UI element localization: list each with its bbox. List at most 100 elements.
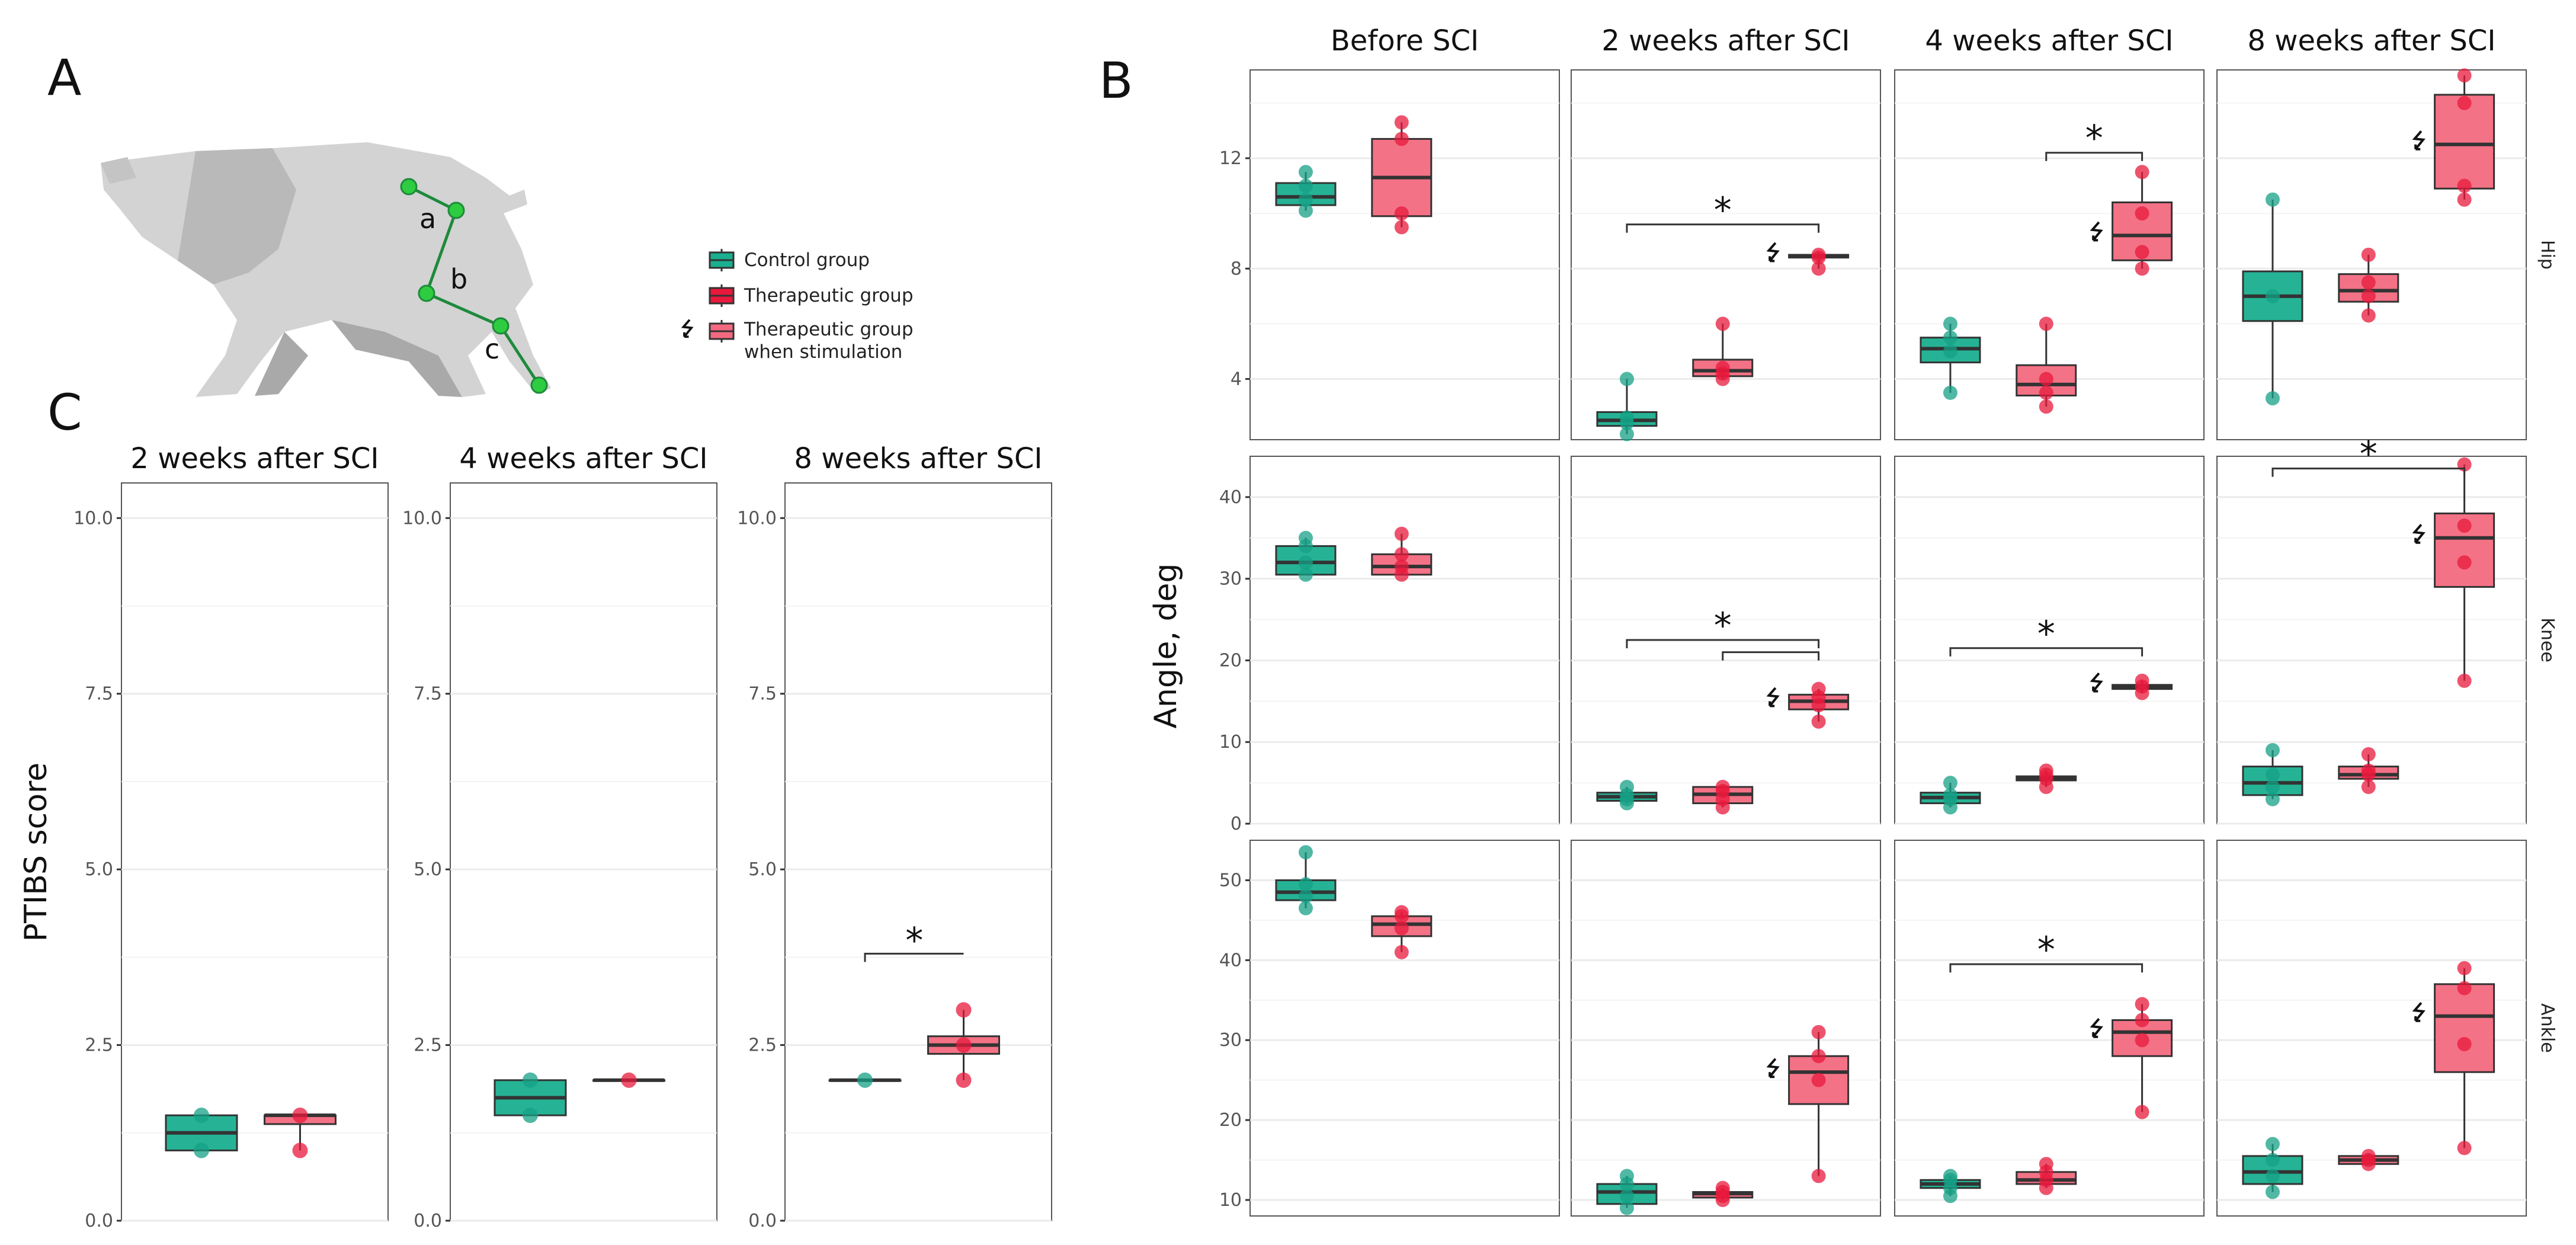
significance-bracket [1626, 223, 1820, 233]
y-tick-label: 2.5 [414, 1035, 442, 1056]
box-series [2242, 1137, 2303, 1199]
data-point [857, 1072, 873, 1088]
significance-bracket [1949, 647, 2144, 657]
data-point [1715, 1180, 1730, 1195]
y-tick-label: 20 [1219, 1110, 1242, 1131]
data-point [2457, 192, 2472, 207]
data-point [956, 1002, 972, 1018]
facet-title: 2 weeks after SCI [130, 442, 379, 475]
data-point [2361, 308, 2376, 323]
data-point [1811, 261, 1826, 276]
data-point [1298, 901, 1313, 916]
significance-star: * [2085, 118, 2103, 159]
box-series [2091, 672, 2173, 700]
box-series [1371, 526, 1433, 582]
y-tick-label: 2.5 [748, 1035, 777, 1056]
data-point [2457, 95, 2472, 110]
facet-title: 8 weeks after SCI [794, 442, 1042, 475]
joint-label-c: c [485, 333, 499, 365]
data-point [2361, 747, 2376, 761]
data-point [2361, 780, 2376, 794]
data-point [2361, 1148, 2376, 1163]
data-point [2135, 1013, 2149, 1028]
data-point [2361, 275, 2376, 290]
facet-title: Before SCI [1331, 24, 1479, 57]
data-point [2135, 673, 2149, 688]
data-point [1619, 427, 1634, 441]
box-series [165, 1108, 238, 1158]
data-point [1943, 788, 1957, 802]
facet-panel [1571, 840, 1881, 1217]
data-point [2135, 165, 2149, 180]
data-point [2039, 1157, 2053, 1172]
data-point [2039, 399, 2053, 414]
y-tick-label: 10.0 [737, 508, 777, 529]
joint-marker [492, 317, 510, 335]
facet-panel [1249, 69, 1560, 440]
data-point [1943, 385, 1957, 400]
data-point [1715, 780, 1730, 794]
box-series [2091, 997, 2173, 1119]
panel-label-a: A [47, 49, 81, 107]
data-point [2457, 555, 2472, 570]
box-series [2413, 457, 2495, 688]
significance-bracket [1722, 651, 1820, 661]
panel-frame [1249, 456, 1560, 824]
data-point [1298, 555, 1313, 570]
data-point [1943, 316, 1957, 331]
y-axis-title: Angle, deg [1148, 563, 1184, 728]
y-tick-label: 4 [1231, 369, 1242, 390]
data-point [2265, 743, 2280, 757]
data-point [2135, 1033, 2149, 1048]
significance-bracket [2271, 468, 2466, 477]
data-point [1394, 115, 1409, 130]
significance-bracket [1949, 963, 2144, 973]
data-point [2361, 763, 2376, 778]
data-point [2265, 289, 2280, 303]
y-tick-label: 30 [1219, 1030, 1242, 1051]
box-series [1275, 845, 1337, 916]
data-point [2457, 519, 2472, 533]
joint-marker [418, 284, 435, 302]
legend-item-stimulation: Therapeutic group when stimulation [682, 319, 914, 363]
y-tick-label: 7.5 [748, 684, 777, 705]
joint-label-b: b [450, 263, 467, 295]
chart-ptibs: 0.0 2.5 5.0 7.5 10.0 2 weeks after SCI 0.0 2.5 5… [18, 442, 1052, 1231]
significance-star: * [1714, 605, 1732, 646]
data-point [2265, 1153, 2280, 1167]
legend-item-therapeutic: Therapeutic group [709, 284, 914, 307]
data-point [1715, 316, 1730, 331]
y-tick-label: 8 [1231, 258, 1242, 279]
box-series [2242, 743, 2303, 806]
box-series [1371, 115, 1433, 235]
data-point [2265, 767, 2280, 782]
data-point [194, 1108, 209, 1124]
panel-frame [450, 482, 717, 1221]
data-point [1811, 1025, 1826, 1039]
y-tick-label: 5.0 [85, 859, 113, 880]
facet-panel: 0.0 2.5 5.0 7.5 10.0 2 weeks after SCI [73, 442, 389, 1231]
data-point [1298, 203, 1313, 218]
data-point [1619, 1169, 1634, 1183]
box-series [2338, 1148, 2399, 1172]
facet-title: 8 weeks after SCI [2247, 24, 2495, 57]
data-point [1943, 776, 1957, 790]
data-point [2265, 391, 2280, 406]
box-series [2091, 165, 2173, 276]
data-point [523, 1108, 538, 1124]
data-point [2265, 1185, 2280, 1199]
y-tick-label: 10.0 [402, 508, 442, 529]
data-point [2265, 192, 2280, 207]
legend-label-stimulation-2: when stimulation [744, 341, 902, 363]
row-strip-label: Hip [2537, 240, 2558, 270]
data-point [1298, 845, 1313, 860]
box-series [1692, 316, 1754, 386]
data-point [1943, 1169, 1957, 1183]
box-series [1767, 681, 1850, 729]
data-point [2135, 997, 2149, 1012]
box-series [1596, 372, 1658, 441]
data-point [2457, 981, 2472, 996]
panel-frame [1571, 840, 1881, 1217]
y-tick-label: 7.5 [414, 684, 442, 705]
data-point [1811, 681, 1826, 696]
